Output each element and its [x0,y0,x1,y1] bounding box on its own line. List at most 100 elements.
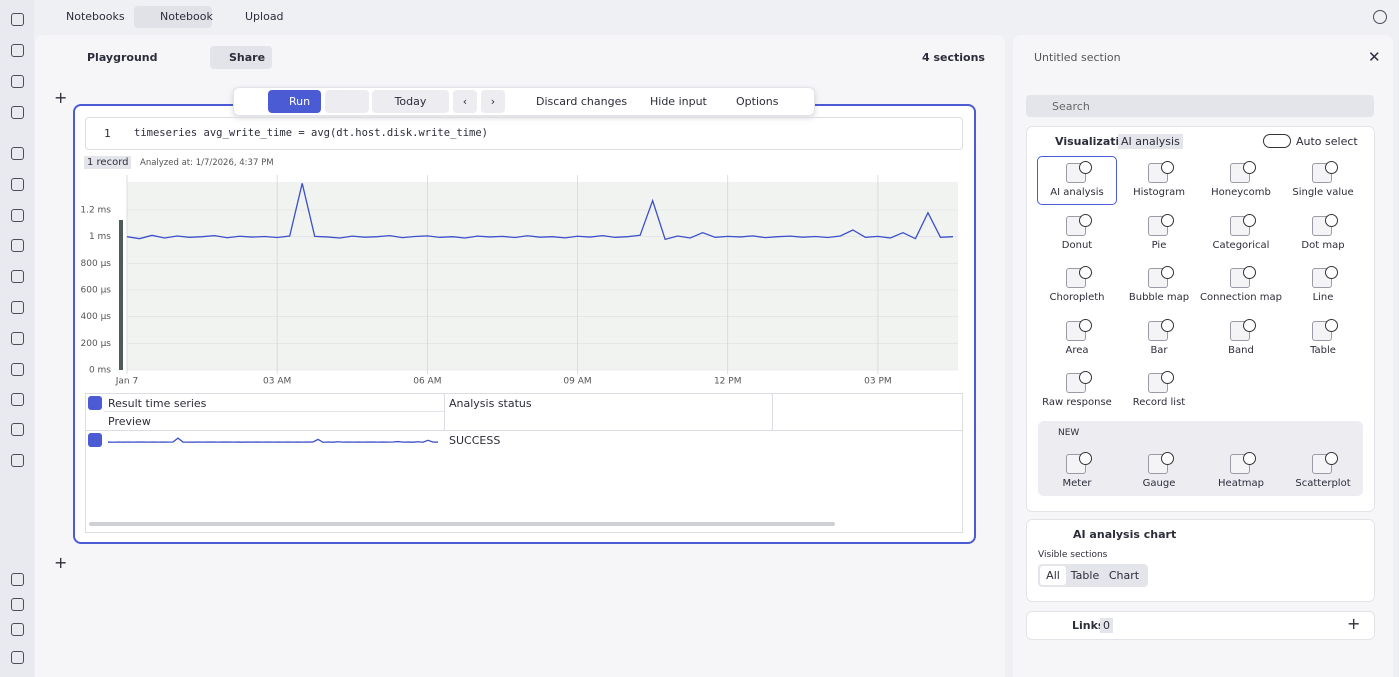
options-button[interactable]: Options [736,95,779,108]
run-button[interactable]: Run [268,90,321,113]
ai-chart-card [1026,519,1375,602]
segment-option[interactable]: Table [1070,569,1100,582]
sidebar-icon[interactable] [11,106,24,119]
sidebar-icon[interactable] [11,209,24,222]
sidebar-icon[interactable] [11,239,24,252]
tab[interactable]: Notebooks [66,10,125,23]
disabled-badge [1079,371,1092,384]
add-section[interactable]: + [54,553,68,572]
sidebar-icon[interactable] [11,44,24,57]
checkbox[interactable] [88,433,102,447]
code-editor[interactable] [85,117,963,150]
links-heading[interactable]: Links [1072,619,1105,632]
sidebar-icon[interactable] [11,651,24,664]
sidebar-icon[interactable] [11,623,24,636]
row-line [104,411,444,412]
viz-label[interactable]: Pie [1151,239,1167,251]
viz-label[interactable]: Dot map [1301,239,1345,251]
y-tick-label: 800 µs [81,259,112,269]
viz-label[interactable]: Band [1228,344,1254,356]
column-header: Analysis status [449,397,532,410]
segment-option[interactable]: All [1040,566,1066,585]
sidebar-icon[interactable] [11,598,24,611]
section-heading[interactable]: AI analysis chart [1073,528,1177,541]
sidebar-icon[interactable] [11,147,24,160]
viz-label[interactable]: Categorical [1212,239,1270,251]
sidebar-icon[interactable] [11,13,24,26]
viz-label[interactable]: Table [1310,344,1336,356]
data-line [107,437,439,443]
checkbox[interactable] [88,396,102,410]
viz-label[interactable]: Bar [1150,344,1168,356]
sidebar-icon[interactable] [11,332,24,345]
add-section[interactable]: + [54,88,68,107]
viz-label[interactable]: Donut [1061,239,1093,251]
tab-active[interactable] [134,6,212,28]
segment-option[interactable]: Chart [1108,569,1140,582]
x-tick-label: 09 AM [563,377,591,387]
notebook-name[interactable]: Playground [87,51,158,64]
viz-label[interactable]: Heatmap [1218,478,1264,489]
discard-button[interactable]: Discard changes [536,95,628,108]
viz-label[interactable]: Honeycomb [1211,187,1271,198]
viz-label[interactable]: Area [1065,344,1089,356]
code-text: timeseries avg_write_time = avg(dt.host.… [134,127,489,139]
disabled-badge [1079,266,1092,279]
x-tick-label: Jan 7 [115,377,138,387]
col-line [772,393,773,430]
viz-label[interactable]: Gauge [1142,478,1176,489]
viz-label[interactable]: Raw response [1042,397,1112,408]
hide-input-button[interactable]: Hide input [650,95,707,108]
toggle[interactable] [1263,134,1291,148]
y-tick-label: 1.2 ms [80,206,111,216]
ai-badge: AI analysis [1118,134,1183,149]
viz-label[interactable]: Histogram [1133,187,1185,198]
sidebar-icon[interactable] [11,75,24,88]
plot-area [127,182,958,370]
sidebar-icon[interactable] [11,301,24,314]
sidebar-icon[interactable] [11,393,24,406]
search-box[interactable] [1026,95,1374,117]
disabled-badge [1161,161,1174,174]
help-icon[interactable] [1373,10,1387,24]
viz-label[interactable]: Bubble map [1128,292,1190,303]
sidebar-icon[interactable] [11,454,24,467]
section-heading[interactable]: Visualization [1055,135,1135,148]
sidebar-icon[interactable] [11,178,24,191]
sidebar-icon[interactable] [11,363,24,376]
viz-label[interactable]: Scatterplot [1295,478,1351,489]
analyzed-at: Analyzed at: 1/7/2026, 4:37 PM [140,158,274,168]
scrollbar[interactable] [89,522,835,526]
column-subheader: Preview [108,415,151,428]
viz-label[interactable]: Connection map [1200,292,1282,303]
panel-title: Untitled section [1034,51,1121,64]
links-count: 0 [1100,618,1113,633]
viz-selected[interactable] [1037,156,1117,205]
add-link[interactable]: + [1347,614,1361,633]
tab[interactable]: Notebook [160,10,213,23]
sidebar [0,0,34,677]
tab[interactable]: Upload [245,10,284,23]
viz-label[interactable]: AI analysis [1050,187,1104,198]
disabled-badge [1161,266,1174,279]
disabled-badge [1161,213,1174,227]
sidebar-icon[interactable] [11,423,24,436]
next-button[interactable]: › [481,90,505,113]
viz-label[interactable]: Record list [1132,397,1186,408]
viz-label[interactable]: Line [1312,292,1334,303]
close-button[interactable]: ✕ [1368,48,1381,66]
timeframe-button[interactable]: Today [372,90,449,113]
sidebar-icon[interactable] [11,573,24,586]
viz-label[interactable]: Choropleth [1049,292,1105,303]
viz-label[interactable]: Meter [1062,478,1092,489]
disabled-badge [1079,213,1092,227]
sidebar-icon[interactable] [11,270,24,283]
x-tick-label: 03 AM [263,377,291,387]
sparkline [107,437,439,443]
prev-button[interactable]: ‹ [453,90,477,113]
viz-label[interactable]: Single value [1292,187,1354,198]
data-source[interactable] [325,90,369,113]
sections-count[interactable]: 4 sections [922,51,985,64]
share-button[interactable]: Share [210,46,272,69]
